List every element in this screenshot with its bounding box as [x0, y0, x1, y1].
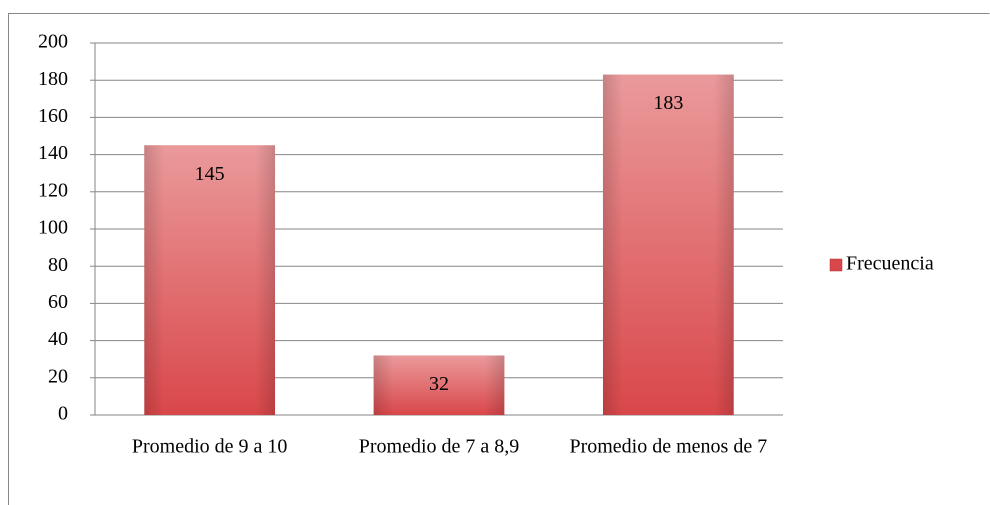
x-tick-label: Promedio de 7 a 8,9: [359, 436, 520, 458]
y-tick-label: 100: [38, 217, 68, 239]
data-label: 32: [429, 373, 449, 395]
bar-edge: [602, 74, 734, 416]
data-label: 145: [195, 163, 225, 185]
y-tick-label: 120: [38, 179, 68, 201]
data-label: 183: [653, 92, 683, 114]
bar-edge: [144, 145, 276, 416]
legend-swatch: [829, 258, 843, 272]
y-tick-label: 40: [48, 328, 68, 350]
y-tick-label: 140: [38, 142, 68, 164]
y-tick-label: 0: [58, 403, 68, 425]
frame: [8, 13, 990, 505]
legend-label: Frecuencia: [846, 253, 934, 275]
y-tick-label: 80: [48, 254, 68, 276]
y-tick-label: 20: [48, 365, 68, 387]
x-tick-label: Promedio de 9 a 10: [132, 436, 288, 458]
y-tick-label: 60: [48, 291, 68, 313]
y-tick-label: 180: [38, 68, 68, 90]
bar-edge: [373, 355, 505, 415]
y-tick-label: 200: [38, 31, 68, 53]
x-tick-label: Promedio de menos de 7: [569, 436, 767, 458]
y-tick-label: 160: [38, 105, 68, 127]
